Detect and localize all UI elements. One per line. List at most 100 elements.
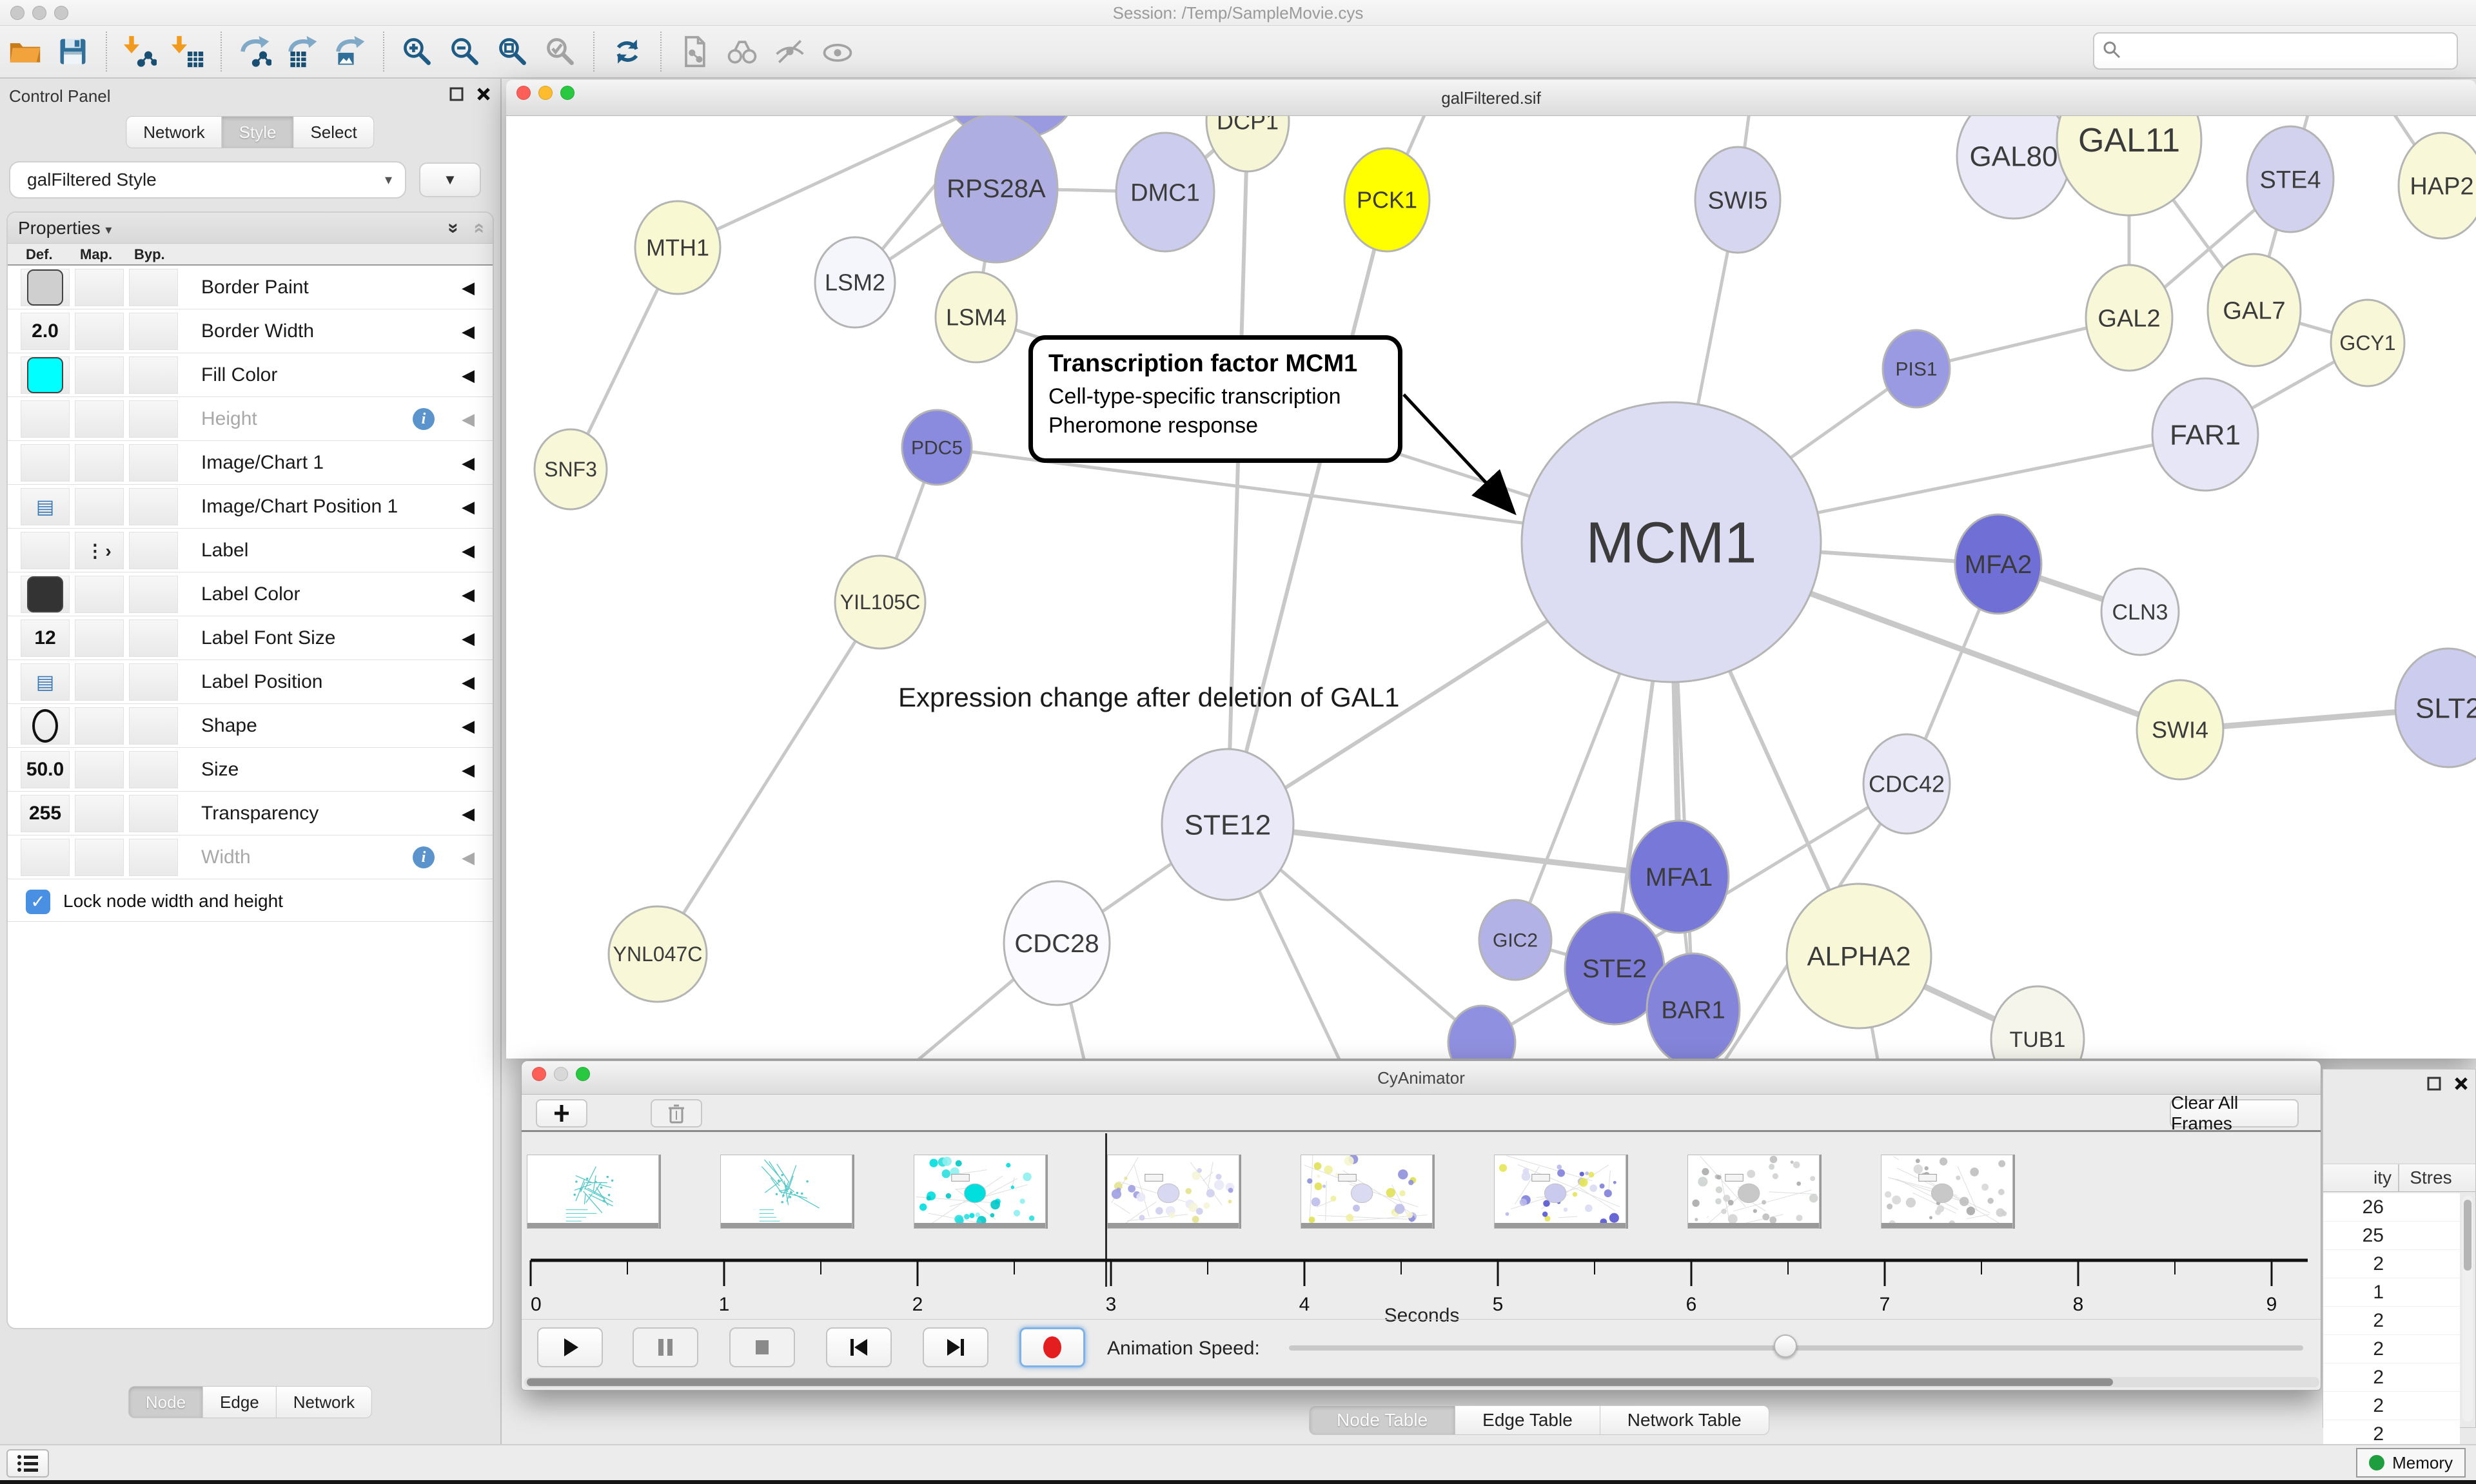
tab-node[interactable]: Node	[128, 1386, 204, 1418]
zoom-window-icon[interactable]	[54, 6, 68, 20]
export-table-button[interactable]	[284, 33, 321, 70]
default-value-cell[interactable]: 2.0	[21, 313, 70, 350]
mapping-cell[interactable]	[75, 795, 124, 832]
timeline-playhead[interactable]	[1105, 1133, 1107, 1287]
expand-property-icon[interactable]: ◀	[462, 453, 475, 473]
minimize-window-icon[interactable]	[32, 6, 46, 20]
bypass-cell[interactable]	[129, 444, 178, 482]
node-bar1[interactable]	[1646, 952, 1741, 1059]
frame-thumbnail-2[interactable]	[914, 1155, 1046, 1229]
bypass-cell[interactable]	[129, 576, 178, 613]
node-swi4[interactable]	[2136, 679, 2225, 781]
collapse-all-icon[interactable]: »	[467, 222, 489, 234]
search-field[interactable]	[2093, 32, 2458, 70]
network-window-titlebar[interactable]: galFiltered.sif	[506, 80, 2476, 116]
node-hap2[interactable]	[2397, 132, 2476, 240]
bypass-cell[interactable]	[129, 839, 178, 876]
app-traffic-lights[interactable]	[10, 6, 68, 20]
node-alpha2[interactable]	[1785, 883, 1932, 1030]
tab-edge-table[interactable]: Edge Table	[1455, 1405, 1600, 1435]
zoom-in-button[interactable]	[398, 33, 436, 70]
export-image-button[interactable]	[331, 33, 369, 70]
style-selector[interactable]: galFiltered Style ▾	[9, 161, 406, 199]
default-value-cell[interactable]: 12	[21, 620, 70, 657]
tab-edge[interactable]: Edge	[203, 1386, 277, 1418]
open-button[interactable]	[6, 33, 44, 70]
frame-thumbnail-3[interactable]	[1107, 1155, 1239, 1229]
animation-speed-handle[interactable]	[1774, 1334, 1797, 1358]
mapping-cell[interactable]	[75, 663, 124, 701]
add-frame-button[interactable]	[536, 1099, 587, 1128]
property-row-label-font-size[interactable]: 12 Label Font Size ◀	[8, 616, 493, 660]
expand-property-icon[interactable]: ◀	[462, 585, 475, 604]
node-ste4[interactable]	[2246, 125, 2335, 233]
node-lsm2[interactable]	[814, 236, 896, 329]
save-button[interactable]	[54, 33, 92, 70]
property-row-size[interactable]: 50.0 Size ◀	[8, 748, 493, 792]
close-window-icon[interactable]	[532, 1067, 546, 1081]
expand-property-icon[interactable]: ◀	[462, 848, 475, 867]
table-row[interactable]: 26	[2323, 1193, 2460, 1222]
property-row-border-width[interactable]: 2.0 Border Width ◀	[8, 309, 493, 353]
properties-header[interactable]: Properties ▾ » »	[8, 213, 493, 244]
node-mth1[interactable]	[634, 200, 722, 295]
property-row-border-paint[interactable]: Border Paint ◀	[8, 266, 493, 309]
close-panel-icon[interactable]	[2453, 1076, 2469, 1095]
table-row[interactable]: 2	[2323, 1250, 2460, 1278]
mapping-cell[interactable]: ⋮›	[75, 532, 124, 569]
bypass-cell[interactable]	[129, 663, 178, 701]
property-row-label[interactable]: ⋮› Label ◀	[8, 529, 493, 572]
node-cln3[interactable]	[2100, 567, 2180, 656]
tab-network[interactable]: Network	[126, 116, 222, 148]
property-row-image-chart-1[interactable]: Image/Chart 1 ◀	[8, 441, 493, 485]
pause-button[interactable]	[633, 1327, 698, 1367]
mapping-cell[interactable]	[75, 313, 124, 350]
default-value-cell[interactable]	[21, 532, 70, 569]
default-value-cell[interactable]	[21, 269, 70, 306]
bypass-cell[interactable]	[129, 400, 178, 438]
delete-frame-button[interactable]	[651, 1099, 702, 1128]
import-network-button[interactable]	[121, 33, 159, 70]
node-pis1[interactable]	[1882, 329, 1951, 409]
node-swi5[interactable]	[1694, 146, 1782, 254]
record-button[interactable]	[1019, 1327, 1085, 1367]
default-value-cell[interactable]: ▤	[21, 663, 70, 701]
tab-node-table[interactable]: Node Table	[1309, 1405, 1456, 1435]
mapping-cell[interactable]	[75, 839, 124, 876]
node-gcy1[interactable]	[2330, 298, 2406, 387]
mapping-cell[interactable]	[75, 444, 124, 482]
node-rps28a[interactable]	[934, 116, 1059, 264]
tab-select[interactable]: Select	[293, 116, 375, 148]
node-ste12[interactable]	[1161, 748, 1295, 901]
expand-property-icon[interactable]: ◀	[462, 497, 475, 516]
node-mfa1[interactable]	[1628, 819, 1730, 934]
info-icon[interactable]: i	[413, 408, 435, 430]
memory-button[interactable]: Memory	[2356, 1448, 2466, 1478]
annotation-box[interactable]: Transcription factor MCM1 Cell-type-spec…	[1028, 335, 1402, 463]
bypass-cell[interactable]	[129, 795, 178, 832]
expand-property-icon[interactable]: ◀	[462, 629, 475, 648]
find-button[interactable]	[723, 33, 761, 70]
node-pck1[interactable]	[1343, 147, 1431, 253]
bypass-cell[interactable]	[129, 620, 178, 657]
mapping-cell[interactable]	[75, 576, 124, 613]
table-row[interactable]: 2	[2323, 1307, 2460, 1335]
network-canvas[interactable]: RPS28A DMC1 DCP1 PCK1 MTH1 LSM2 LSM4 SNF3 PDC5 YI…	[506, 116, 2476, 1059]
frame-thumbnail-1[interactable]	[720, 1155, 852, 1229]
default-value-cell[interactable]	[21, 576, 70, 613]
expand-property-icon[interactable]: ◀	[462, 409, 475, 429]
close-window-icon[interactable]	[10, 6, 25, 20]
frame-thumbnail-4[interactable]	[1301, 1154, 1433, 1229]
task-history-button[interactable]	[6, 1449, 49, 1478]
node-gic2[interactable]	[1478, 899, 1553, 981]
node-snf3[interactable]	[533, 428, 608, 511]
table-row[interactable]: 25	[2323, 1222, 2460, 1250]
mapping-cell[interactable]	[75, 488, 124, 525]
node-dmc1[interactable]	[1115, 132, 1215, 253]
mapping-cell[interactable]	[75, 269, 124, 306]
table-column-header[interactable]: ity	[2373, 1167, 2392, 1187]
default-value-cell[interactable]: 255	[21, 795, 70, 832]
refresh-button[interactable]	[609, 33, 646, 70]
minimize-window-icon[interactable]	[538, 86, 553, 100]
network-graph[interactable]: RPS28A DMC1 DCP1 PCK1 MTH1 LSM2 LSM4 SNF3 PDC5 YI…	[506, 116, 2476, 1059]
